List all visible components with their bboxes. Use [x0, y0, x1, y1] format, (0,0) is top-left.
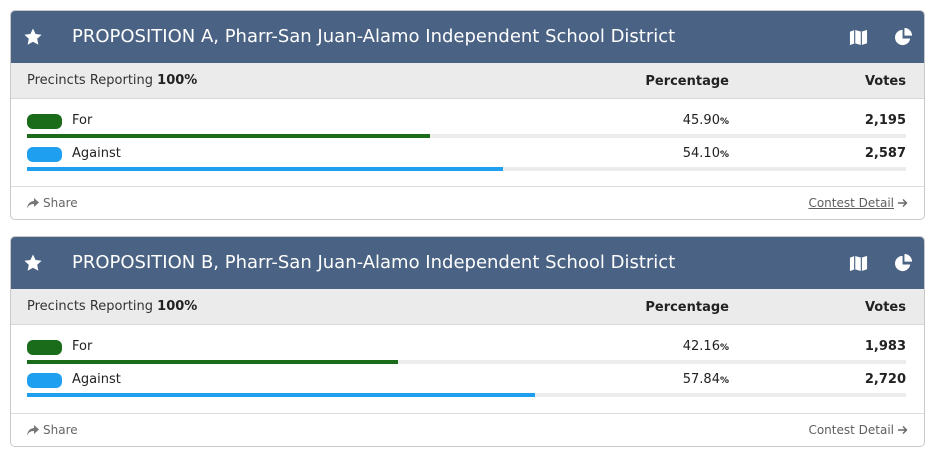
contest-title: PROPOSITION A, Pharr-San Juan-Alamo Inde…	[72, 26, 676, 47]
star-icon[interactable]	[23, 27, 43, 47]
choice-votes: 1,983	[864, 339, 906, 354]
choice-votes: 2,720	[864, 372, 906, 387]
against-color-chip	[27, 373, 62, 388]
share-button[interactable]: Share	[27, 414, 78, 446]
choice-percentage: 57.84%	[682, 372, 729, 387]
precincts-reporting: Precincts Reporting 100%	[27, 73, 198, 88]
votes-header: Votes	[864, 74, 906, 89]
share-button[interactable]: Share	[27, 187, 78, 219]
percentage-bar-fill	[27, 360, 398, 364]
contest-card-a: PROPOSITION A, Pharr-San Juan-Alamo Inde…	[10, 10, 925, 220]
choice-row-against: Against 54.10% 2,587	[11, 143, 924, 176]
contest-card-b: PROPOSITION B, Pharr-San Juan-Alamo Inde…	[10, 236, 925, 447]
arrow-right-icon	[898, 199, 908, 207]
choice-label: Against	[72, 372, 121, 387]
choice-row-against: Against 57.84% 2,720	[11, 369, 924, 402]
percentage-bar-track	[27, 393, 906, 397]
percentage-header: Percentage	[645, 300, 729, 315]
results-column-headers: Precincts Reporting 100% Percentage Vote…	[11, 289, 924, 325]
share-arrow-icon	[27, 425, 39, 436]
contest-header: PROPOSITION A, Pharr-San Juan-Alamo Inde…	[11, 11, 924, 63]
percentage-bar-fill	[27, 167, 503, 171]
choice-label: For	[72, 339, 93, 354]
choice-label: For	[72, 113, 93, 128]
star-icon[interactable]	[23, 253, 43, 273]
arrow-right-icon	[898, 426, 908, 434]
choice-votes: 2,587	[864, 146, 906, 161]
map-icon[interactable]	[849, 254, 868, 273]
percentage-bar-track	[27, 134, 906, 138]
choice-percentage: 42.16%	[682, 339, 729, 354]
contest-header: PROPOSITION B, Pharr-San Juan-Alamo Inde…	[11, 237, 924, 289]
results-column-headers: Precincts Reporting 100% Percentage Vote…	[11, 63, 924, 99]
choice-label: Against	[72, 146, 121, 161]
choice-row-for: For 45.90% 2,195	[11, 110, 924, 143]
votes-header: Votes	[864, 300, 906, 315]
precincts-reporting: Precincts Reporting 100%	[27, 299, 198, 314]
map-icon[interactable]	[849, 28, 868, 47]
against-color-chip	[27, 147, 62, 162]
pie-chart-icon[interactable]	[894, 28, 913, 47]
percentage-header: Percentage	[645, 74, 729, 89]
choice-percentage: 45.90%	[682, 113, 729, 128]
percentage-bar-fill	[27, 393, 536, 397]
for-color-chip	[27, 340, 62, 355]
choice-votes: 2,195	[864, 113, 906, 128]
card-footer: Share Contest Detail	[11, 413, 924, 446]
choice-percentage: 54.10%	[682, 146, 729, 161]
contest-title: PROPOSITION B, Pharr-San Juan-Alamo Inde…	[72, 252, 676, 273]
percentage-bar-track	[27, 360, 906, 364]
contest-detail-link[interactable]: Contest Detail	[808, 187, 908, 219]
card-footer: Share Contest Detail	[11, 186, 924, 219]
share-arrow-icon	[27, 198, 39, 209]
percentage-bar-fill	[27, 134, 431, 138]
contest-detail-link[interactable]: Contest Detail	[808, 414, 908, 446]
pie-chart-icon[interactable]	[894, 254, 913, 273]
choice-row-for: For 42.16% 1,983	[11, 336, 924, 369]
percentage-bar-track	[27, 167, 906, 171]
for-color-chip	[27, 114, 62, 129]
